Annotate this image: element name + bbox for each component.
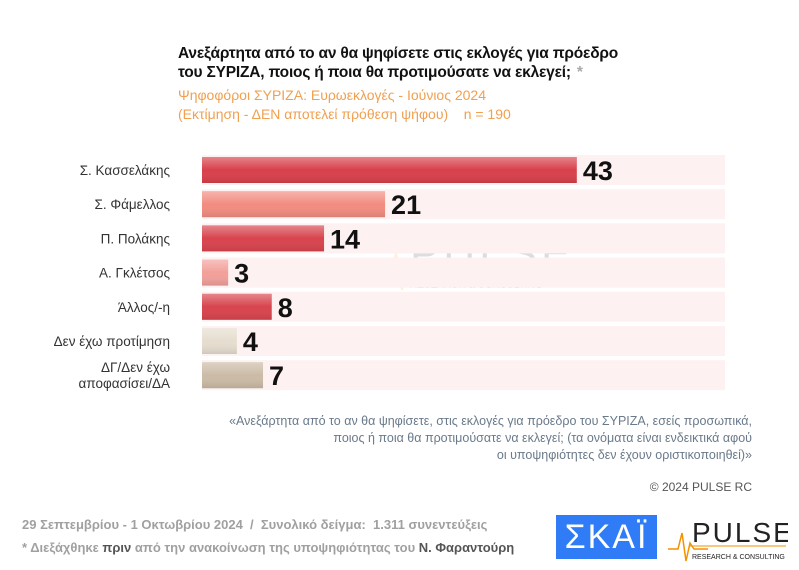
question-note: «Ανεξάρτητα από το αν θα ψηφίσετε, στις … [180, 413, 752, 464]
skai-logo: ΣΚΑΪ [556, 515, 657, 559]
category-label: Σ. Κασσελάκης [80, 163, 171, 178]
subtitle-line-1: Ψηφοφόροι ΣΥΡΙΖΑ: Ευρωεκλογές - Ιούνιος … [178, 87, 486, 103]
disclaimer-part: από την ανακοίνωση της υποψηφιότητας του [131, 540, 419, 555]
category-label: Άλλος/-η [118, 300, 170, 315]
bar-shine [202, 191, 386, 218]
row-band [202, 257, 725, 288]
pulse-logo: PULSE RESEARCH & CONSULTING [668, 517, 788, 562]
category-label: αποφασίσει/ΔΑ [79, 376, 170, 391]
bar-shine [202, 328, 237, 354]
data-label: 7 [269, 361, 284, 391]
bar-shine [202, 293, 272, 320]
data-label: 14 [330, 224, 360, 254]
data-label: 3 [234, 259, 249, 289]
bar-shine [202, 259, 229, 286]
row-band [202, 326, 725, 356]
category-label: Σ. Φάμελλος [94, 197, 170, 212]
footer-fieldwork: 29 Σεπτεμβρίου - 1 Οκτωβρίου 2024 / Συνο… [22, 517, 488, 532]
row-band [202, 360, 725, 391]
category-label: Δεν έχω προτίμηση [54, 334, 170, 349]
data-label: 43 [583, 156, 613, 186]
disclaimer-name: Ν. Φαραντούρη [418, 540, 515, 555]
note-line-1: «Ανεξάρτητα από το αν θα ψηφίσετε, στις … [229, 414, 752, 428]
data-label: 4 [243, 327, 258, 357]
note-line-2: ποιος ή ποια θα προτιμούσατε να εκλεγεί;… [333, 431, 752, 445]
title-line-2: του ΣΥΡΙΖΑ, ποιος ή ποια θα προτιμούσατε… [178, 64, 571, 81]
data-label: 21 [391, 190, 421, 220]
footer-disclaimer: * Διεξάχθηκε πριν από την ανακοίνωση της… [22, 540, 514, 555]
title-star: * [576, 64, 583, 81]
bar-shine [202, 157, 577, 183]
bar-shine [202, 225, 325, 252]
disclaimer-part: * Διεξάχθηκε [22, 540, 103, 555]
subtitle-line-2: (Εκτίμηση - ΔΕΝ αποτελεί πρόθεση ψήφου) … [178, 106, 511, 122]
bar-shine [202, 362, 264, 389]
svg-text:PULSE: PULSE [692, 517, 788, 548]
category-label: Π. Πολάκης [101, 231, 171, 246]
chart-subtitle: Ψηφοφόροι ΣΥΡΙΖΑ: Ευρωεκλογές - Ιούνιος … [178, 86, 511, 124]
note-line-3: οι υποψηφιότητες δεν έχουν οριστικοποιηθ… [496, 448, 752, 462]
title-line-1: Ανεξάρτητα από το αν θα ψηφίσετε στις εκ… [178, 45, 619, 62]
category-label: Α. Γκλέτσος [99, 266, 170, 281]
disclaimer-emphasis: πριν [102, 540, 132, 555]
data-label: 8 [278, 293, 293, 323]
svg-text:RESEARCH & CONSULTING: RESEARCH & CONSULTING [692, 554, 785, 561]
copyright: © 2024 PULSE RC [649, 480, 752, 494]
category-label: ΔΓ/Δεν έχω [101, 360, 170, 375]
row-band [202, 291, 725, 322]
chart-title: Ανεξάρτητα από το αν θα ψηφίσετε στις εκ… [178, 44, 618, 82]
